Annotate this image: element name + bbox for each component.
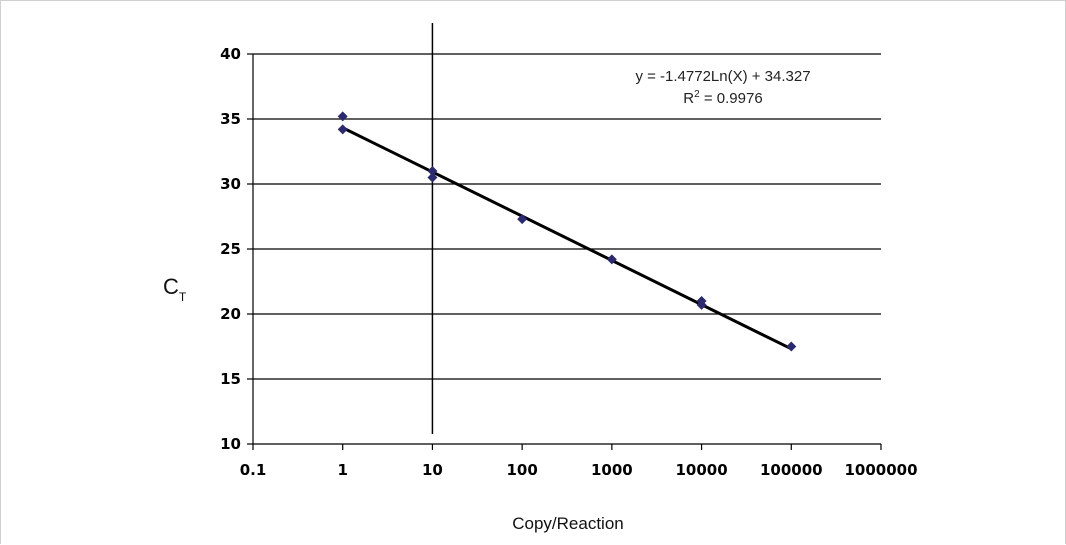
x-tick-label: 100 <box>506 461 537 479</box>
r-squared-value: = 0.9976 <box>700 90 763 107</box>
y-tick-label: 15 <box>220 370 241 388</box>
x-axis-title: Copy/Reaction <box>512 514 624 533</box>
data-point <box>427 166 438 176</box>
r-squared-prefix: R <box>683 90 694 107</box>
y-tick-label: 30 <box>220 175 241 193</box>
data-points <box>337 111 797 352</box>
data-point <box>427 172 438 183</box>
y-axis-title-subscript: T <box>179 290 187 304</box>
data-point <box>696 299 707 310</box>
y-tick-label: 35 <box>220 110 241 128</box>
y-tick-label: 10 <box>220 435 241 453</box>
data-point <box>786 341 797 352</box>
grid-lines <box>253 23 881 434</box>
r-squared-superscript: 2 <box>694 89 700 100</box>
y-axis-title-main: C <box>163 274 179 299</box>
x-tick-label: 0.1 <box>240 461 267 479</box>
x-tick-label: 1000 <box>591 461 633 479</box>
y-tick-label: 20 <box>220 305 241 323</box>
trendline-group <box>342 126 792 351</box>
x-tick-label: 1000000 <box>844 461 917 479</box>
equation-annotation: y = -1.4772Ln(X) + 34.327 <box>635 68 810 85</box>
y-tick-label: 25 <box>220 240 241 258</box>
r-squared-annotation: R2 = 0.9976 <box>683 89 762 107</box>
x-tick-label: 10000 <box>675 461 727 479</box>
data-point <box>337 111 348 122</box>
data-point <box>337 124 348 135</box>
y-axis-title: CT <box>163 274 187 304</box>
data-point <box>517 214 528 225</box>
data-point <box>606 254 617 265</box>
tick-labels: 10 15 20 25 30 35 40 0.1 1 10 100 1000 10000 100000 10… <box>220 45 917 479</box>
axes <box>247 53 882 450</box>
x-tick-label: 100000 <box>760 461 823 479</box>
x-tick-label: 1 <box>337 461 347 479</box>
trendline <box>342 126 792 351</box>
x-tick-label: 10 <box>422 461 443 479</box>
y-tick-label: 40 <box>220 45 241 63</box>
